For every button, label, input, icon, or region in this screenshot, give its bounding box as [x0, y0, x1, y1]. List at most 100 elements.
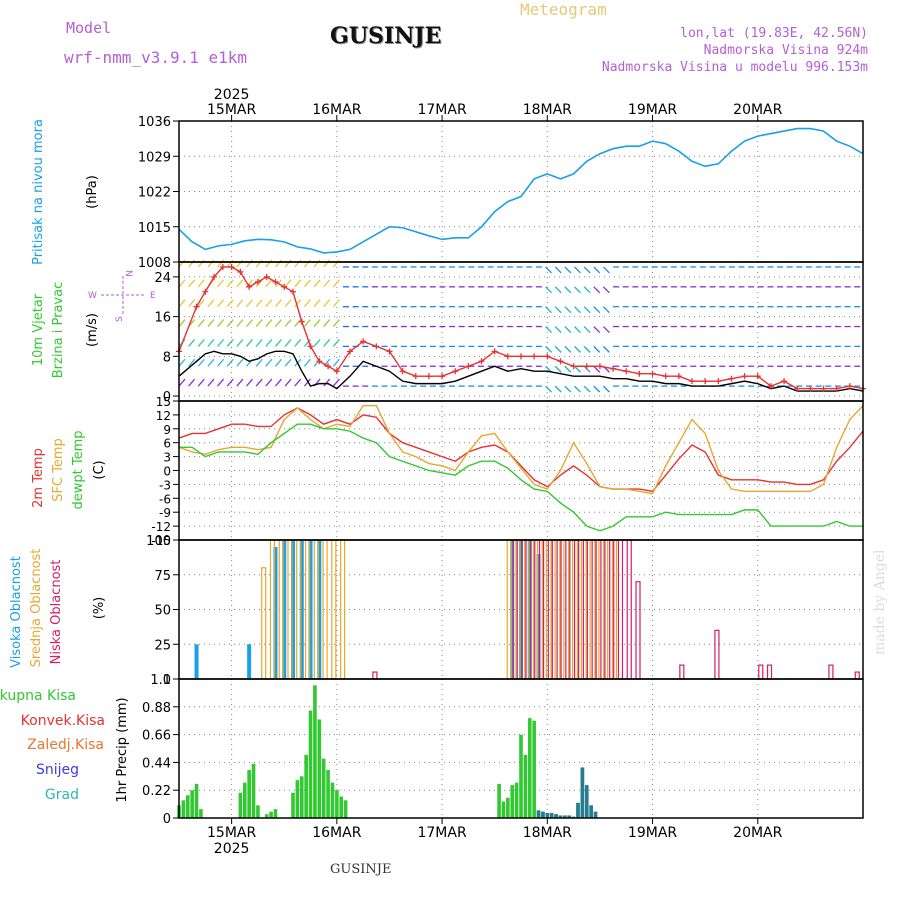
- wind-barb: [564, 345, 572, 353]
- wind-barb: [255, 338, 263, 347]
- wind-barb: [197, 259, 205, 268]
- wind-barb: [554, 365, 562, 373]
- top-date-label: 20MAR: [733, 102, 782, 118]
- y-tick-label: 1029: [138, 150, 171, 165]
- snow-bar: [536, 810, 541, 818]
- snow-bar: [593, 811, 598, 818]
- wind-gust-marker: [596, 363, 603, 370]
- precip-bar: [335, 790, 339, 818]
- wind-barb: [246, 279, 254, 288]
- precip-bar: [304, 754, 308, 818]
- wind-barb: [583, 266, 591, 274]
- precip-bar: [527, 718, 532, 818]
- cloud-mid-bar: [594, 539, 600, 680]
- wind-barb: [593, 385, 601, 393]
- wind-barb: [236, 299, 244, 308]
- wind-barb: [265, 338, 273, 347]
- wind-barb: [265, 279, 273, 288]
- wind-barb: [255, 259, 263, 268]
- snow-bar: [567, 815, 572, 818]
- wind-barb: [554, 345, 562, 353]
- wind-gust-marker: [728, 375, 735, 382]
- wind-barb: [284, 358, 292, 367]
- wind-barb: [226, 299, 234, 308]
- wind-gust-marker: [254, 278, 261, 285]
- wind-barb: [545, 326, 553, 333]
- y-tick-label: 1015: [138, 221, 171, 236]
- wind-barb: [178, 319, 186, 327]
- precip-bar: [326, 769, 330, 818]
- wind-barb: [246, 299, 254, 308]
- precip-legend-item: Ukupna Kisa: [0, 688, 76, 704]
- cloud-low-bar: [565, 539, 571, 680]
- wind-barb: [602, 306, 610, 314]
- precip-bar: [514, 782, 519, 818]
- precip-bar: [501, 801, 506, 818]
- wind-gust-marker: [649, 370, 656, 377]
- wind-barb: [197, 378, 205, 387]
- snow-bar: [549, 812, 554, 818]
- wind-barb: [188, 378, 196, 387]
- top-date-label: 15MAR: [207, 102, 256, 118]
- wind-barb: [332, 378, 340, 387]
- wind-barb: [255, 358, 263, 367]
- y-tick-label: 0: [163, 390, 171, 405]
- cloud-high-bar: [536, 553, 541, 679]
- wind-barb: [207, 358, 215, 367]
- cloud-low-bar: [538, 539, 545, 680]
- cloud-mid-bar: [524, 539, 530, 680]
- ylabel-precip: 1hr Precip (mm): [115, 697, 130, 802]
- wind-barb: [554, 286, 562, 294]
- wind-barb: [593, 365, 601, 373]
- wind-barb: [294, 279, 302, 288]
- wind-barb: [303, 358, 311, 367]
- ylabel-cloud-high: Visoka Oblacnost: [9, 556, 24, 668]
- wind-barb: [303, 259, 311, 268]
- wind-gust-marker: [316, 358, 323, 365]
- footer-location: GUSINJE: [330, 862, 392, 877]
- precip-bar: [330, 782, 335, 818]
- cloud-high-bar: [527, 540, 532, 679]
- wind-barb: [303, 279, 311, 288]
- precip-legend-item: Grad: [45, 787, 79, 803]
- wind-gust-marker: [544, 353, 551, 360]
- wind-barb: [313, 279, 321, 288]
- cloud-mid-bar: [585, 539, 591, 680]
- grid-layer: [179, 120, 863, 819]
- y-tick-label: 0.66: [142, 729, 171, 744]
- wind-barb: [265, 358, 273, 367]
- y-tick-label: 24: [154, 271, 171, 286]
- panel-frame: [178, 678, 864, 819]
- top-year-label: 2025: [214, 87, 250, 103]
- wind-barb: [583, 286, 591, 294]
- wind-barb: [564, 266, 572, 274]
- wind-barb: [574, 306, 581, 314]
- wind-gust-marker: [583, 363, 590, 370]
- wind-barb: [265, 259, 273, 268]
- cloud-high-bar: [299, 540, 304, 679]
- y-tick-label: 0: [163, 673, 171, 688]
- cloud-low-bar: [617, 539, 624, 680]
- wind-barb: [178, 259, 186, 268]
- wind-gust-marker: [193, 303, 200, 310]
- wind-gust-marker: [386, 348, 393, 355]
- wind-barb: [217, 378, 225, 387]
- wind-barb: [284, 338, 292, 347]
- wind-barb: [303, 299, 311, 308]
- cloud-mid-bar: [603, 539, 609, 680]
- wind-barb: [602, 385, 610, 393]
- y-tick-label: 12: [156, 409, 171, 423]
- wind-barb: [207, 259, 215, 268]
- wind-barb: [236, 338, 244, 347]
- coords-label: lon,lat (19.83E, 42.56N): [680, 26, 868, 41]
- wind-gust-marker: [491, 348, 498, 355]
- top-date-label: 18MAR: [523, 102, 572, 118]
- wind-barb: [226, 378, 234, 387]
- wind-barb: [188, 259, 196, 268]
- wind-barb: [284, 259, 292, 268]
- wind-gust-marker: [333, 368, 340, 375]
- wind-barb: [217, 299, 225, 308]
- wind-barb: [593, 286, 601, 294]
